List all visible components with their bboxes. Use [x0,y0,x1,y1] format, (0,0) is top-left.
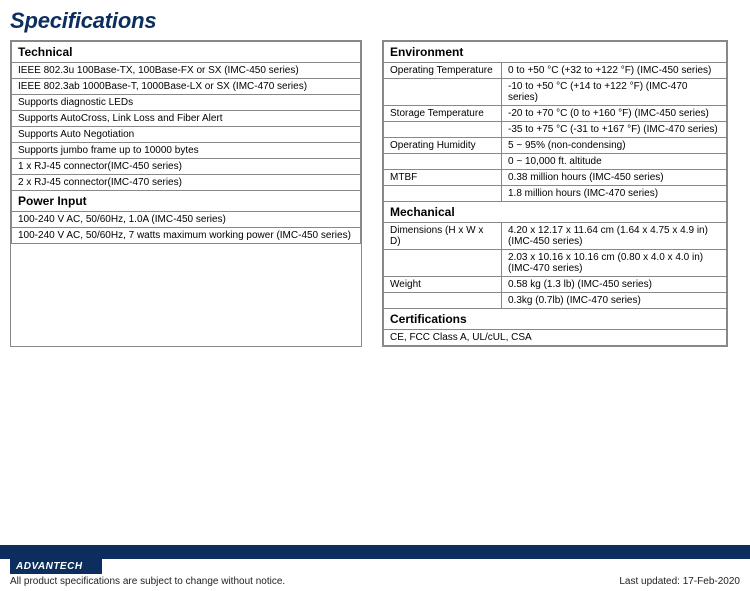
spec-columns: TechnicalIEEE 802.3u 100Base-TX, 100Base… [10,40,740,347]
spec-row: Supports diagnostic LEDs [12,95,361,111]
spec-value: 1.8 million hours (IMC-470 series) [502,186,727,202]
spec-label [384,293,502,309]
section-header: Environment [384,42,727,63]
spec-label [384,186,502,202]
spec-label [384,154,502,170]
spec-value: 2.03 x 10.16 x 10.16 cm (0.80 x 4.0 x 4.… [502,250,727,277]
section-header: Mechanical [384,202,727,223]
spec-value: -35 to +75 °C (-31 to +167 °F) (IMC-470 … [502,122,727,138]
spec-row: 2 x RJ-45 connector(IMC-470 series) [12,175,361,191]
spec-value: 0 ~ 10,000 ft. altitude [502,154,727,170]
spec-label [384,250,502,277]
spec-row: Supports AutoCross, Link Loss and Fiber … [12,111,361,127]
spec-value: -10 to +50 °C (+14 to +122 °F) (IMC-470 … [502,79,727,106]
spec-value: -20 to +70 °C (0 to +160 °F) (IMC-450 se… [502,106,727,122]
spec-value: 0 to +50 °C (+32 to +122 °F) (IMC-450 se… [502,63,727,79]
spec-value: 0.38 million hours (IMC-450 series) [502,170,727,186]
spec-label: Operating Humidity [384,138,502,154]
spec-row: Supports jumbo frame up to 10000 bytes [12,143,361,159]
spec-row: 100-240 V AC, 50/60Hz, 1.0A (IMC-450 ser… [12,212,361,228]
left-table: TechnicalIEEE 802.3u 100Base-TX, 100Base… [11,41,361,244]
footer-updated: Last updated: 17-Feb-2020 [619,576,740,587]
spec-label: Storage Temperature [384,106,502,122]
spec-value: 5 ~ 95% (non-condensing) [502,138,727,154]
spec-value: 0.3kg (0.7lb) (IMC-470 series) [502,293,727,309]
spec-row: IEEE 802.3u 100Base-TX, 100Base-FX or SX… [12,63,361,79]
spec-row: Supports Auto Negotiation [12,127,361,143]
spec-label: Weight [384,277,502,293]
spec-label: MTBF [384,170,502,186]
spec-label [384,79,502,106]
spec-label: Dimensions (H x W x D) [384,223,502,250]
spec-value: 4.20 x 12.17 x 11.64 cm (1.64 x 4.75 x 4… [502,223,727,250]
section-header: Power Input [12,191,361,212]
right-table: EnvironmentOperating Temperature0 to +50… [383,41,727,346]
section-header: Certifications [384,309,727,330]
spec-row: CE, FCC Class A, UL/cUL, CSA [384,330,727,346]
page-title: Specifications [10,8,740,34]
spec-row: 100-240 V AC, 50/60Hz, 7 watts maximum w… [12,228,361,244]
footer-disclaimer: All product specifications are subject t… [10,576,285,587]
spec-row: IEEE 802.3ab 1000Base-T, 1000Base-LX or … [12,79,361,95]
footer-bar [0,545,750,559]
left-column: TechnicalIEEE 802.3u 100Base-TX, 100Base… [10,40,362,347]
spec-value: 0.58 kg (1.3 lb) (IMC-450 series) [502,277,727,293]
spec-label: Operating Temperature [384,63,502,79]
footer: ADVANTECH All product specifications are… [0,545,750,591]
spec-row: 1 x RJ-45 connector(IMC-450 series) [12,159,361,175]
right-column: EnvironmentOperating Temperature0 to +50… [382,40,728,347]
spec-label [384,122,502,138]
section-header: Technical [12,42,361,63]
brand-logo: ADVANTECH [10,559,102,574]
